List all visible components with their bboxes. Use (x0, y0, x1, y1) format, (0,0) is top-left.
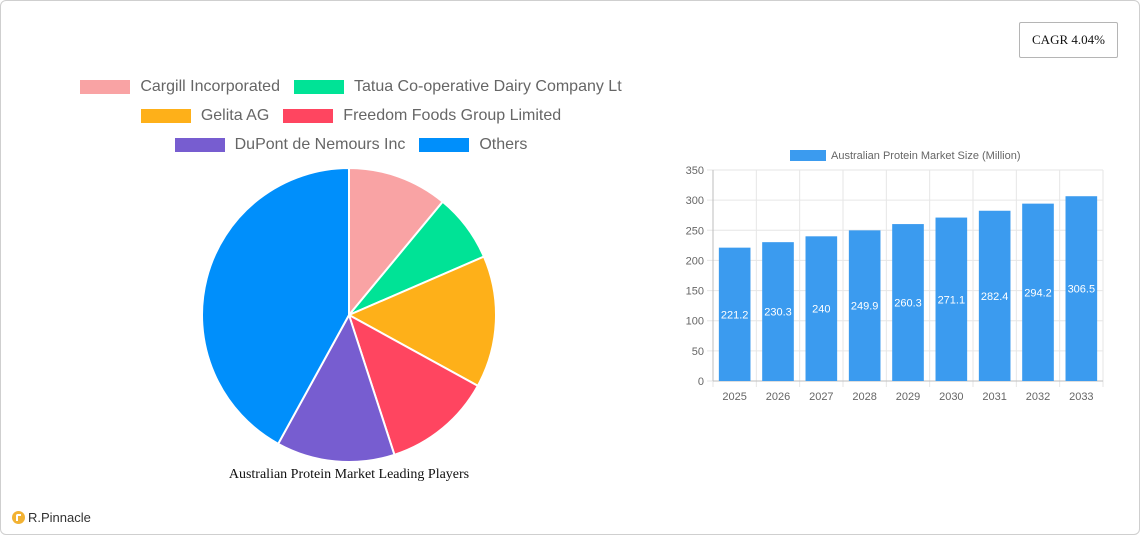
bar-value-label: 306.5 (1068, 284, 1096, 296)
pie-legend-item[interactable]: Freedom Foods Group Limited (283, 107, 561, 125)
bar[interactable] (978, 210, 1011, 381)
bar[interactable] (1065, 196, 1098, 381)
bar-value-label: 230.3 (764, 307, 792, 319)
bar-chart: Australian Protein Market Size (Million)… (686, 150, 1104, 403)
x-tick-label: 2029 (896, 391, 920, 403)
x-tick-label: 2032 (1026, 391, 1050, 403)
x-tick-label: 2028 (852, 391, 876, 403)
pie-slice[interactable] (347, 312, 480, 457)
brand-name: R.Pinnacle (28, 510, 91, 525)
y-tick-label: 200 (686, 255, 704, 267)
x-tick-label: 2031 (982, 391, 1006, 403)
legend-label: Freedom Foods Group Limited (343, 107, 562, 124)
legend-label: Tatua Co-operative Dairy Company Lt (353, 78, 622, 95)
pie-slice[interactable] (348, 166, 445, 318)
x-tick-label: 2027 (809, 391, 833, 403)
brand-logo-icon (12, 511, 25, 524)
bar-value-label: 240 (812, 304, 830, 316)
y-tick-label: 300 (686, 195, 704, 207)
y-tick-label: 350 (686, 165, 704, 177)
legend-swatch (419, 138, 470, 152)
pie-slice[interactable] (276, 312, 396, 463)
x-tick-label: 2033 (1069, 391, 1093, 403)
bar-legend-swatch (790, 150, 826, 161)
pie-slice[interactable] (346, 255, 497, 388)
pie-legend-row: Gelita AG Freedom Foods Group Limited (1, 104, 701, 128)
bar[interactable] (848, 230, 881, 381)
bar[interactable] (935, 217, 968, 381)
bar[interactable] (718, 247, 751, 381)
pie-legend-item[interactable]: Tatua Co-operative Dairy Company Lt (293, 78, 622, 96)
x-tick-label: 2030 (939, 391, 963, 403)
y-tick-label: 250 (686, 225, 704, 237)
legend-label: Others (479, 136, 528, 153)
legend-swatch (283, 109, 334, 123)
bar[interactable] (1022, 203, 1054, 381)
pie-legend-item[interactable]: Cargill Incorporated (80, 78, 280, 96)
x-tick-label: 2025 (722, 391, 746, 403)
legend-label: Cargill Incorporated (140, 78, 280, 95)
y-tick-label: 50 (692, 346, 704, 358)
bar-legend[interactable]: Australian Protein Market Size (Million) (790, 150, 1021, 162)
pie-legend-row: DuPont de Nemours Inc Others (1, 133, 701, 157)
pie-chart (201, 166, 497, 463)
bar[interactable] (762, 242, 794, 381)
pie-chart-title: Australian Protein Market Leading Player… (228, 467, 470, 482)
cagr-badge: CAGR 4.04% (1019, 22, 1118, 58)
bar-legend-label: Australian Protein Market Size (Million) (831, 150, 1021, 162)
pie-slice[interactable] (201, 166, 350, 446)
pie-legend-item[interactable]: Gelita AG (140, 107, 270, 125)
bar-value-label: 221.2 (721, 309, 749, 321)
legend-label: Gelita AG (200, 107, 270, 124)
pie-legend-item[interactable]: DuPont de Nemours Inc (174, 136, 406, 154)
y-tick-label: 150 (686, 286, 704, 298)
bar-value-label: 249.9 (851, 301, 879, 313)
legend-label: DuPont de Nemours Inc (234, 136, 406, 153)
pie-legend-row: Cargill Incorporated Tatua Co-operative D… (1, 75, 701, 99)
bar-value-label: 260.3 (894, 298, 922, 310)
x-tick-label: 2026 (766, 391, 790, 403)
legend-swatch (174, 138, 225, 152)
y-tick-label: 100 (686, 316, 704, 328)
bar-value-label: 294.2 (1024, 287, 1052, 299)
bar[interactable] (805, 236, 838, 381)
legend-swatch (80, 80, 131, 94)
legend-swatch (293, 80, 344, 94)
bar-value-label: 282.4 (981, 291, 1009, 303)
legend-swatch (140, 109, 191, 123)
pie-legend-item[interactable]: Others (419, 136, 527, 154)
bar[interactable] (892, 224, 924, 381)
y-tick-label: 0 (698, 376, 704, 388)
bar-value-label: 271.1 (938, 294, 966, 306)
brand-logo: R.Pinnacle (12, 510, 91, 525)
